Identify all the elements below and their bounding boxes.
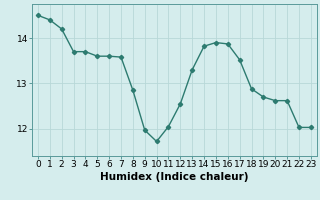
X-axis label: Humidex (Indice chaleur): Humidex (Indice chaleur): [100, 172, 249, 182]
